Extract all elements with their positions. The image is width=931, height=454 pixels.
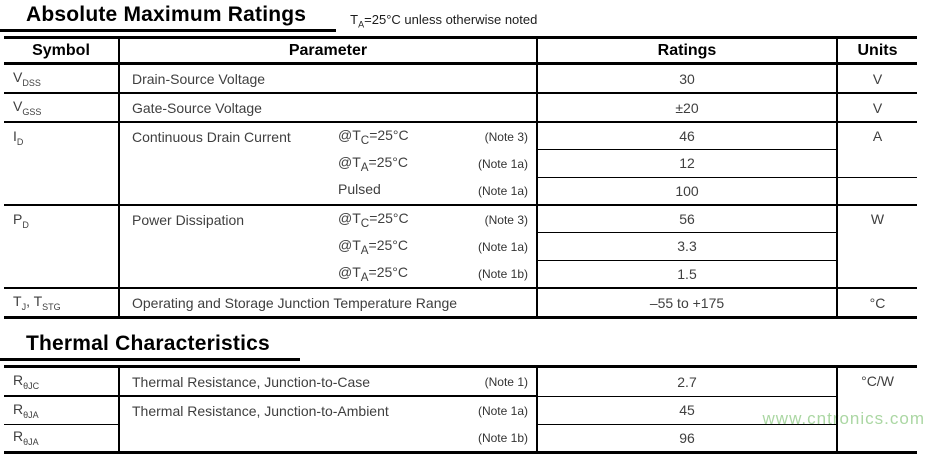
symbol-subscript: θJA	[23, 409, 39, 420]
symbol-subscript: DSS	[22, 77, 41, 88]
symbol-cell: VGSS	[4, 93, 119, 123]
param-name: Drain-Source Voltage	[132, 70, 266, 87]
symbol-subscript: θJC	[23, 380, 40, 391]
table-row-rjc: RθJC Thermal Resistance, Junction-to-Cas…	[4, 365, 917, 454]
param-condition: Pulsed	[338, 180, 381, 197]
symbol-subscript: D	[16, 136, 24, 147]
table-row-tj: TJ, TSTG Operating and Storage Junction …	[4, 288, 917, 319]
table-row-pd-2: 3.3	[4, 232, 917, 261]
symbol-subscript: STG	[42, 301, 61, 312]
param-note: (Note 1)	[484, 374, 528, 389]
param-name: Thermal Resistance, Junction-to-Case	[132, 373, 371, 390]
param-name: Thermal Resistance, Junction-to-Ambient	[132, 402, 389, 419]
thermal-characteristics-table: RθJC Thermal Resistance, Junction-to-Cas…	[4, 365, 917, 454]
symbol-subscript: J	[21, 301, 27, 312]
param-note: (Note 3)	[484, 212, 528, 227]
rating-cell: 96	[536, 424, 837, 454]
unit-cell: °C/W	[836, 365, 917, 454]
header-row: Symbol Parameter Ratings Units	[4, 36, 917, 65]
subtitle-subscript: A	[358, 19, 365, 30]
param-condition: @TA=25°C	[338, 236, 409, 257]
rating-cell: 3.3	[536, 232, 837, 261]
rating-cell: 30	[536, 63, 837, 94]
table-row-pd-1: PD Power Dissipation @TC=25°C (Note 3) @…	[4, 205, 917, 289]
rating-cell: 2.7	[536, 365, 837, 397]
table-row-pd-3: 1.5	[4, 260, 917, 289]
param-name: Continuous Drain Current	[132, 128, 291, 145]
param-note: (Note 3)	[484, 129, 528, 144]
symbol-cell: VDSS	[4, 63, 119, 94]
param-condition: @TA=25°C	[338, 153, 409, 174]
symbol-subscript: θJA	[23, 437, 39, 448]
rating-cell: 100	[536, 177, 837, 206]
symbol-cell: RθJA	[4, 396, 119, 425]
param-condition: @TA=25°C	[338, 263, 409, 284]
parameter-column-header: Parameter	[118, 36, 537, 65]
symbol-subscript: D	[22, 219, 29, 230]
param-name: Power Dissipation	[132, 211, 245, 228]
table-row-rja1: RθJA Thermal Resistance, Junction-to-Amb…	[4, 396, 917, 454]
param-note: (Note 1a)	[477, 403, 528, 418]
unit-cell-empty	[836, 177, 917, 206]
param-name: Gate-Source Voltage	[132, 99, 262, 116]
table-row-id-3: 100	[4, 177, 917, 206]
parameter-cell: Thermal Resistance, Junction-to-Case (Not…	[118, 365, 537, 397]
table-row-vgss: VGSS Gate-Source Voltage ±20 V	[4, 93, 917, 123]
param-note: (Note 1a)	[477, 183, 528, 198]
parameter-cell: Power Dissipation @TC=25°C (Note 3) @TA=…	[118, 205, 537, 289]
rating-cell: –55 to +175	[536, 288, 837, 319]
symbol-cell: PD	[4, 205, 119, 289]
table-row-id-1: ID Continuous Drain Current @TC=25°C (No…	[4, 122, 917, 206]
symbol-cell: ID	[4, 122, 119, 206]
symbol-cell: RθJC	[4, 365, 119, 397]
table-row-id-2: 12	[4, 149, 917, 178]
amr-title-row: Absolute Maximum Ratings TA=25°C unless …	[0, 2, 931, 32]
rating-cell: 12	[536, 149, 837, 178]
units-column-header: Units	[836, 36, 917, 65]
rating-cell: 1.5	[536, 260, 837, 289]
parameter-cell: Drain-Source Voltage	[118, 63, 537, 94]
param-note: (Note 1b)	[477, 266, 528, 281]
param-condition: @TC=25°C	[338, 209, 409, 230]
table-row-vdss: VDSS Drain-Source Voltage 30 V	[4, 63, 917, 94]
param-note: (Note 1b)	[477, 430, 528, 445]
unit-cell: A	[836, 122, 917, 178]
rating-cell: 45	[536, 396, 837, 425]
symbol-cell: TJ, TSTG	[4, 288, 119, 319]
absolute-maximum-ratings-table: Symbol Parameter Ratings Units VDSS Drai…	[4, 36, 917, 319]
amr-section-title: Absolute Maximum Ratings	[0, 2, 337, 32]
rating-cell: 56	[536, 205, 837, 234]
param-note: (Note 1a)	[477, 156, 528, 171]
unit-cell: °C	[836, 288, 917, 319]
param-name: Operating and Storage Junction Temperatu…	[132, 294, 458, 311]
parameter-cell: Gate-Source Voltage	[118, 93, 537, 123]
thermal-title-row: Thermal Characteristics	[0, 331, 931, 361]
param-note: (Note 1a)	[477, 239, 528, 254]
unit-cell: W	[836, 205, 917, 289]
parameter-cell: Continuous Drain Current @TC=25°C (Note …	[118, 122, 537, 206]
amr-subtitle: TA=25°C unless otherwise noted	[350, 12, 538, 30]
symbol-column-header: Symbol	[4, 36, 119, 65]
thermal-section-title: Thermal Characteristics	[0, 331, 300, 361]
rating-cell: ±20	[536, 93, 837, 123]
param-condition: @TC=25°C	[338, 126, 409, 147]
symbol-subscript: GSS	[22, 106, 42, 117]
rating-cell: 46	[536, 122, 837, 151]
parameter-cell: Thermal Resistance, Junction-to-Ambient (…	[118, 396, 537, 454]
symbol-cell: RθJA	[4, 424, 119, 454]
parameter-cell: Operating and Storage Junction Temperatu…	[118, 288, 537, 319]
ratings-column-header: Ratings	[536, 36, 837, 65]
unit-cell: V	[836, 63, 917, 94]
unit-cell: V	[836, 93, 917, 123]
